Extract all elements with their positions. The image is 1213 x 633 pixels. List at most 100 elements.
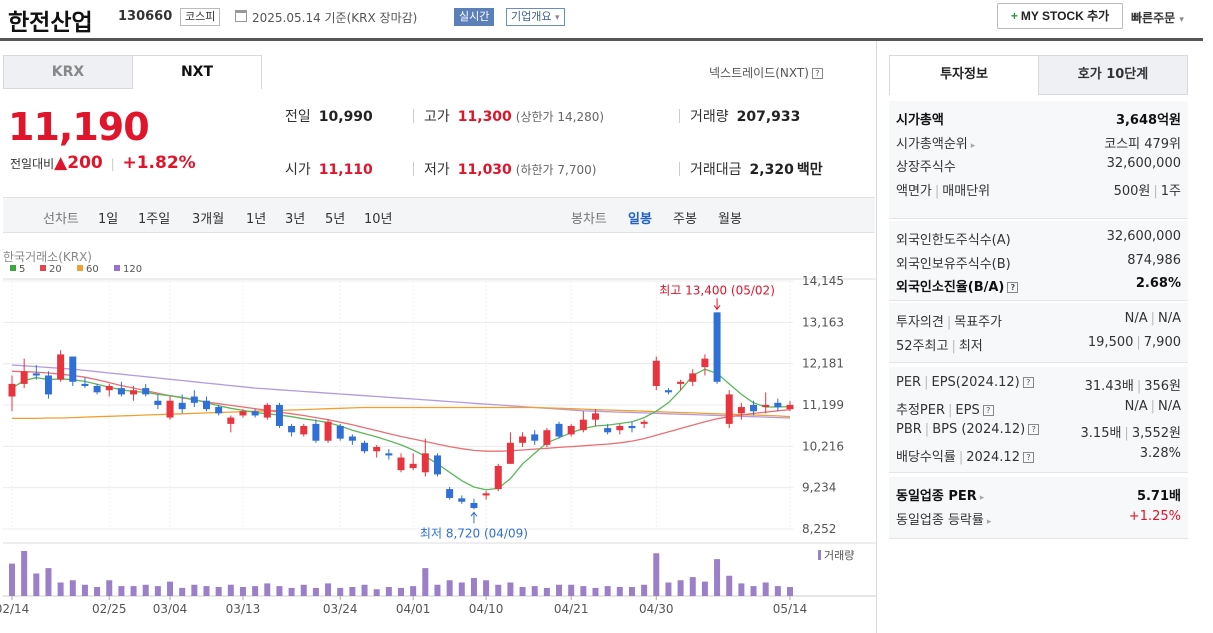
volume-bar xyxy=(556,584,563,596)
candle xyxy=(154,400,162,405)
info-key: PBR | BPS (2024.12)? xyxy=(896,422,1040,437)
volume-bar xyxy=(312,587,319,596)
separator: | xyxy=(924,375,929,390)
volume-bar xyxy=(361,584,368,596)
info-value-2: 356원 xyxy=(1144,379,1181,394)
help-icon[interactable]: ? xyxy=(1007,282,1019,293)
info-key: 52주최고 | 최저 xyxy=(896,335,983,354)
candle xyxy=(567,425,575,435)
y-tick-label: 14,145 xyxy=(802,274,844,288)
candle xyxy=(69,356,77,382)
candle xyxy=(373,447,381,452)
y-tick-label: 13,163 xyxy=(802,315,844,329)
low-value: 11,030 xyxy=(457,162,512,178)
help-icon[interactable]: ? xyxy=(1028,424,1040,435)
realtime-button[interactable]: 실시간 xyxy=(454,8,495,26)
period-1y[interactable]: 1년 xyxy=(246,212,267,227)
volume-bar xyxy=(714,559,721,596)
info-row: 외국인한도주식수(A) 32,600,000 xyxy=(896,229,1181,249)
price-chart[interactable]: 한국거래소(KRX)5 20 60 120 14,145 13,163 12,181 11,1… xyxy=(0,241,876,633)
nextrade-link[interactable]: 넥스트레이드(NXT)? xyxy=(709,64,823,81)
ma20-line xyxy=(11,370,791,452)
candle xyxy=(57,354,65,380)
tab-orderbook[interactable]: 호가 10단계 xyxy=(1038,55,1188,95)
open-label: 시가 xyxy=(285,162,311,178)
help-icon[interactable]: ? xyxy=(982,404,994,416)
volume-bar xyxy=(434,584,441,596)
candle xyxy=(652,360,660,386)
info-group-3: 투자의견 | 목표주가 N/A | N/A 52주최고 | 최저 19,500 | 7,900 xyxy=(889,303,1188,363)
separator: | xyxy=(951,338,956,354)
tab-invest-info[interactable]: 투자정보 xyxy=(889,55,1039,95)
x-tick-label: 04/01 xyxy=(396,602,431,616)
info-row[interactable]: 시가총액순위 ▸ 코스피 479위 xyxy=(896,133,1181,153)
low-arrow-icon xyxy=(470,511,478,524)
candle xyxy=(93,385,101,393)
upper-limit: (상한가 14,280) xyxy=(515,110,605,124)
help-icon[interactable]: ? xyxy=(811,68,823,79)
period-1d[interactable]: 1일 xyxy=(98,212,119,227)
period-daily[interactable]: 일봉 xyxy=(628,212,652,227)
candle xyxy=(701,358,709,368)
quick-order-dropdown[interactable]: 빠른주문 ▾ xyxy=(1131,9,1184,26)
candle xyxy=(677,381,685,384)
volume-value: 207,933 xyxy=(736,109,801,125)
tab-krx[interactable]: KRX xyxy=(3,55,133,89)
info-key-label: 동일업종 PER xyxy=(896,489,977,504)
candle xyxy=(458,498,466,502)
candle xyxy=(737,407,745,414)
change-percent: +1.82% xyxy=(122,153,196,173)
current-price: 11,190 xyxy=(8,105,150,149)
tab-nxt[interactable]: NXT xyxy=(132,55,262,89)
company-overview-dropdown[interactable]: 기업개요 ▾ xyxy=(506,8,565,26)
info-value: 19,500 | 7,900 xyxy=(1088,335,1181,350)
period-10y[interactable]: 10년 xyxy=(364,212,393,227)
info-value-1: +1.25% xyxy=(1128,508,1181,524)
period-weekly[interactable]: 주봉 xyxy=(673,212,697,227)
my-stock-add-button[interactable]: + MY STOCK 추가 xyxy=(997,3,1123,29)
price-change: 전일대비▲200 | +1.82% xyxy=(10,153,196,173)
info-value-1: 3.28% xyxy=(1139,445,1181,461)
info-value: +1.25% xyxy=(1129,509,1181,524)
separator: | xyxy=(948,402,953,418)
info-value-1: 32,600,000 xyxy=(1106,156,1181,171)
volume-bar xyxy=(45,568,52,596)
volume-bar xyxy=(762,582,769,596)
candle xyxy=(215,407,223,414)
info-key: 동일업종 등락률 ▸ xyxy=(896,509,991,528)
candle xyxy=(81,383,89,386)
period-3m[interactable]: 3개월 xyxy=(192,212,225,227)
volume-bar xyxy=(118,586,125,596)
volume-bar xyxy=(264,583,271,596)
info-value-1: 5.71배 xyxy=(1136,489,1181,504)
candle xyxy=(190,396,198,403)
period-monthly[interactable]: 월봉 xyxy=(718,212,742,227)
volume-bar xyxy=(410,586,417,596)
info-value: 32,600,000 xyxy=(1107,229,1181,244)
info-row: PBR | BPS (2024.12)? 3.15배 | 3,552원 xyxy=(896,422,1181,442)
period-5y[interactable]: 5년 xyxy=(325,212,346,227)
help-icon[interactable]: ? xyxy=(1022,377,1034,388)
change-amount: 200 xyxy=(67,153,103,173)
info-key: 상장주식수 xyxy=(896,156,956,175)
info-value: N/A | N/A xyxy=(1125,311,1181,326)
volume-bar xyxy=(495,584,502,596)
separator xyxy=(679,109,680,123)
separator: | xyxy=(946,315,952,330)
market-badge: 코스피 xyxy=(180,8,221,26)
invest-info-panel: 투자정보 호가 10단계 시가총액 3,648억원 시가총액순위 ▸ 코스피 479위 상… xyxy=(888,41,1190,633)
period-1w[interactable]: 1주일 xyxy=(138,212,171,227)
info-row[interactable]: 동일업종 PER ▸ 5.71배 xyxy=(896,485,1181,505)
info-key-label: 상장주식수 xyxy=(896,160,956,175)
candle xyxy=(543,430,551,445)
candle xyxy=(251,411,259,416)
help-icon[interactable]: ? xyxy=(1022,451,1034,463)
volume-bar xyxy=(300,584,307,596)
candle xyxy=(263,404,271,418)
info-row[interactable]: 동일업종 등락률 ▸ +1.25% xyxy=(896,509,1181,529)
info-row: 투자의견 | 목표주가 N/A | N/A xyxy=(896,311,1181,331)
info-value: 3.15배 | 3,552원 xyxy=(1081,422,1181,441)
period-3y[interactable]: 3년 xyxy=(285,212,306,227)
y-tick-label: 8,252 xyxy=(802,522,836,536)
